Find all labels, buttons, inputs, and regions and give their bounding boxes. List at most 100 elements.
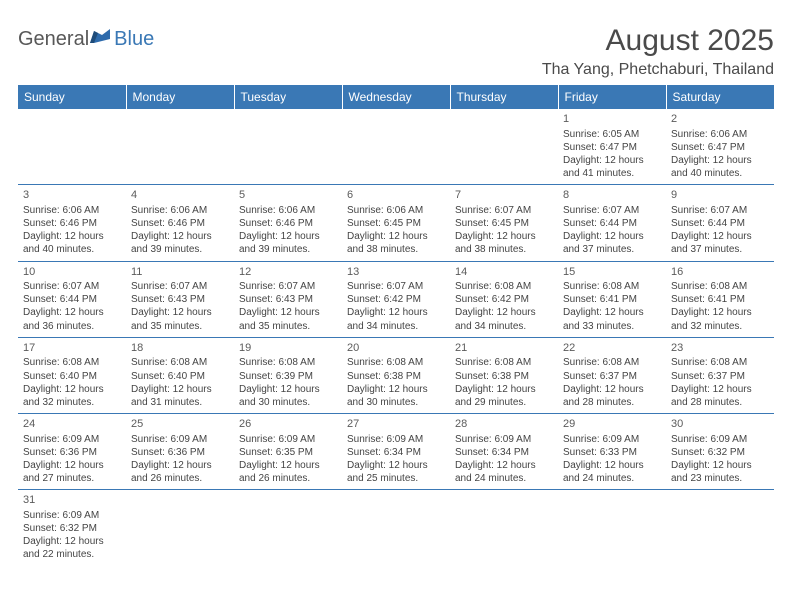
daylight-text: Daylight: 12 hours [347,383,445,396]
daylight-text: Daylight: 12 hours [455,383,553,396]
sunset-text: Sunset: 6:43 PM [239,293,337,306]
day-number: 16 [671,265,769,280]
day-number: 14 [455,265,553,280]
month-title: August 2025 [542,24,774,57]
sunset-text: Sunset: 6:45 PM [347,217,445,230]
calendar-cell: 30Sunrise: 6:09 AMSunset: 6:32 PMDayligh… [666,414,774,490]
daylight-text: Daylight: 12 hours [347,306,445,319]
day-number: 22 [563,341,661,356]
calendar-week-row: 24Sunrise: 6:09 AMSunset: 6:36 PMDayligh… [18,414,774,490]
sunset-text: Sunset: 6:38 PM [347,370,445,383]
day-number: 7 [455,188,553,203]
daylight-text: and 24 minutes. [563,472,661,485]
calendar-week-row: 17Sunrise: 6:08 AMSunset: 6:40 PMDayligh… [18,337,774,413]
sunset-text: Sunset: 6:33 PM [563,446,661,459]
sunset-text: Sunset: 6:43 PM [131,293,229,306]
day-number: 4 [131,188,229,203]
sunset-text: Sunset: 6:37 PM [671,370,769,383]
daylight-text: and 39 minutes. [131,243,229,256]
daylight-text: Daylight: 12 hours [131,383,229,396]
daylight-text: and 26 minutes. [239,472,337,485]
sunset-text: Sunset: 6:38 PM [455,370,553,383]
calendar-cell [18,109,126,185]
sunrise-text: Sunrise: 6:07 AM [131,280,229,293]
calendar-cell [126,490,234,566]
sunrise-text: Sunrise: 6:09 AM [563,433,661,446]
daylight-text: and 39 minutes. [239,243,337,256]
sunrise-text: Sunrise: 6:08 AM [347,356,445,369]
day-header: Sunday [18,85,126,109]
day-number: 23 [671,341,769,356]
daylight-text: and 34 minutes. [347,320,445,333]
daylight-text: and 22 minutes. [23,548,121,561]
calendar-cell: 6Sunrise: 6:06 AMSunset: 6:45 PMDaylight… [342,185,450,261]
daylight-text: Daylight: 12 hours [563,154,661,167]
sunrise-text: Sunrise: 6:05 AM [563,128,661,141]
day-header: Saturday [666,85,774,109]
sunset-text: Sunset: 6:42 PM [347,293,445,306]
sunset-text: Sunset: 6:46 PM [239,217,337,230]
calendar-table: Sunday Monday Tuesday Wednesday Thursday… [18,85,774,566]
logo: General Blue [18,24,154,51]
title-block: August 2025 Tha Yang, Phetchaburi, Thail… [542,24,774,79]
sunrise-text: Sunrise: 6:09 AM [23,433,121,446]
sunrise-text: Sunrise: 6:08 AM [455,356,553,369]
day-number: 25 [131,417,229,432]
sunset-text: Sunset: 6:44 PM [563,217,661,230]
calendar-cell: 26Sunrise: 6:09 AMSunset: 6:35 PMDayligh… [234,414,342,490]
daylight-text: and 33 minutes. [563,320,661,333]
calendar-cell [126,109,234,185]
calendar-cell [558,490,666,566]
daylight-text: Daylight: 12 hours [563,383,661,396]
calendar-cell: 7Sunrise: 6:07 AMSunset: 6:45 PMDaylight… [450,185,558,261]
sunset-text: Sunset: 6:47 PM [563,141,661,154]
sunrise-text: Sunrise: 6:06 AM [347,204,445,217]
calendar-cell [342,109,450,185]
day-number: 18 [131,341,229,356]
calendar-week-row: 31Sunrise: 6:09 AMSunset: 6:32 PMDayligh… [18,490,774,566]
calendar-cell: 28Sunrise: 6:09 AMSunset: 6:34 PMDayligh… [450,414,558,490]
calendar-cell: 10Sunrise: 6:07 AMSunset: 6:44 PMDayligh… [18,261,126,337]
sunrise-text: Sunrise: 6:08 AM [455,280,553,293]
day-header: Friday [558,85,666,109]
daylight-text: and 34 minutes. [455,320,553,333]
calendar-cell: 12Sunrise: 6:07 AMSunset: 6:43 PMDayligh… [234,261,342,337]
day-number: 20 [347,341,445,356]
daylight-text: and 31 minutes. [131,396,229,409]
daylight-text: and 27 minutes. [23,472,121,485]
sunrise-text: Sunrise: 6:08 AM [563,356,661,369]
daylight-text: Daylight: 12 hours [671,459,769,472]
sunrise-text: Sunrise: 6:06 AM [239,204,337,217]
daylight-text: and 35 minutes. [239,320,337,333]
daylight-text: and 28 minutes. [671,396,769,409]
daylight-text: Daylight: 12 hours [563,459,661,472]
sunrise-text: Sunrise: 6:09 AM [239,433,337,446]
daylight-text: Daylight: 12 hours [239,230,337,243]
daylight-text: and 38 minutes. [455,243,553,256]
day-number: 21 [455,341,553,356]
day-number: 29 [563,417,661,432]
day-number: 28 [455,417,553,432]
sunrise-text: Sunrise: 6:07 AM [563,204,661,217]
sunset-text: Sunset: 6:39 PM [239,370,337,383]
sunset-text: Sunset: 6:42 PM [455,293,553,306]
logo-text-blue: Blue [114,28,154,51]
sunset-text: Sunset: 6:40 PM [23,370,121,383]
calendar-cell: 14Sunrise: 6:08 AMSunset: 6:42 PMDayligh… [450,261,558,337]
daylight-text: and 40 minutes. [23,243,121,256]
sunrise-text: Sunrise: 6:07 AM [347,280,445,293]
calendar-week-row: 1Sunrise: 6:05 AMSunset: 6:47 PMDaylight… [18,109,774,185]
sunset-text: Sunset: 6:36 PM [131,446,229,459]
day-number: 24 [23,417,121,432]
day-number: 12 [239,265,337,280]
sunrise-text: Sunrise: 6:08 AM [563,280,661,293]
daylight-text: and 36 minutes. [23,320,121,333]
daylight-text: Daylight: 12 hours [455,306,553,319]
sunset-text: Sunset: 6:36 PM [23,446,121,459]
day-header: Tuesday [234,85,342,109]
calendar-cell: 29Sunrise: 6:09 AMSunset: 6:33 PMDayligh… [558,414,666,490]
sunset-text: Sunset: 6:46 PM [131,217,229,230]
sunset-text: Sunset: 6:44 PM [23,293,121,306]
daylight-text: and 37 minutes. [563,243,661,256]
sunrise-text: Sunrise: 6:07 AM [671,204,769,217]
